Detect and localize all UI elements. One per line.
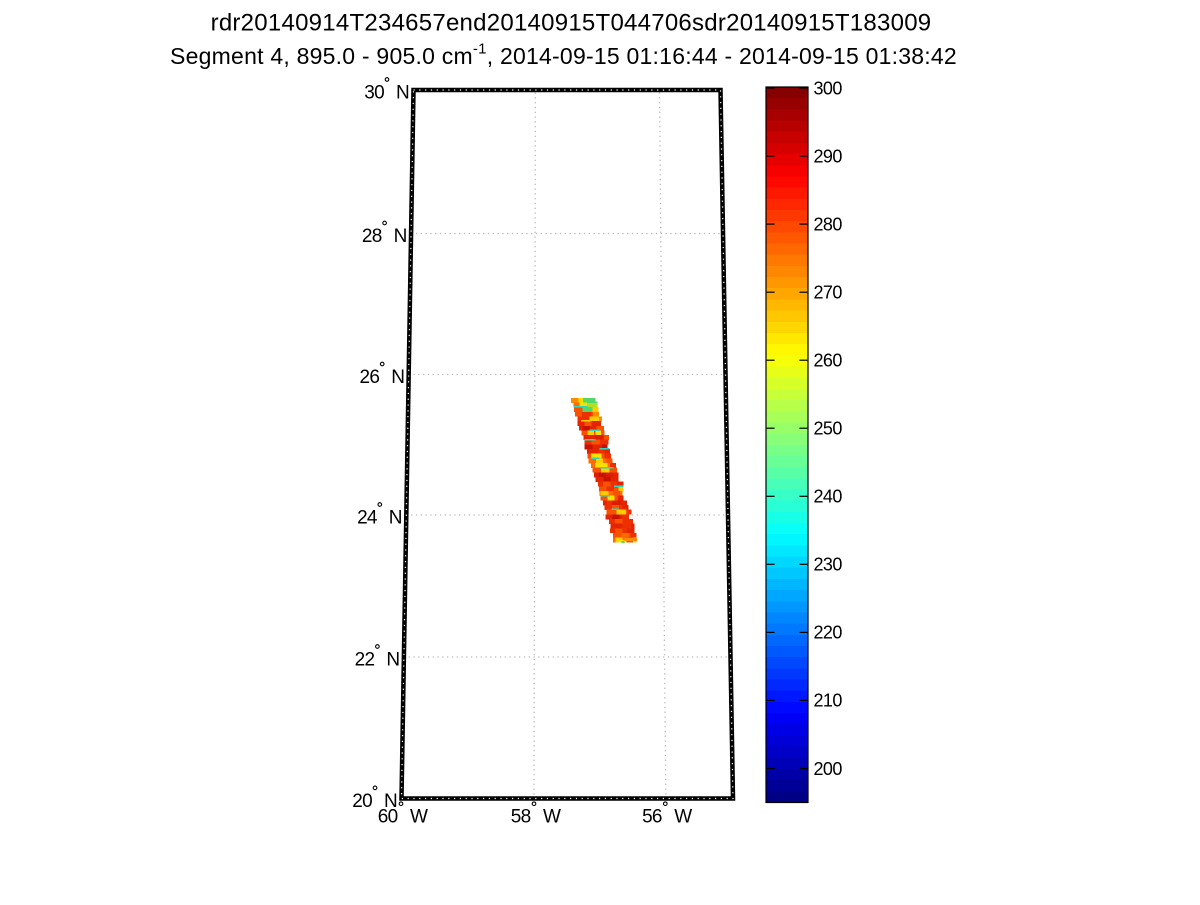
svg-text:Segment 4, 895.0 - 905.0 cm-1,: Segment 4, 895.0 - 905.0 cm-1, 2014-09-1… <box>170 41 957 70</box>
svg-text:200: 200 <box>814 759 843 779</box>
svg-text:280: 280 <box>814 214 843 234</box>
svg-text:290: 290 <box>814 146 843 166</box>
svg-text:N: N <box>394 226 407 247</box>
svg-text:24: 24 <box>357 508 378 529</box>
svg-text:N: N <box>391 367 404 388</box>
svg-text:22: 22 <box>355 650 375 671</box>
svg-text:N: N <box>386 650 399 671</box>
svg-text:230: 230 <box>814 555 843 575</box>
svg-text:20: 20 <box>352 791 372 812</box>
svg-text:60: 60 <box>378 807 398 828</box>
svg-text:N: N <box>384 791 397 812</box>
svg-text:240: 240 <box>814 487 843 507</box>
svg-text:260: 260 <box>814 351 843 371</box>
svg-text:56: 56 <box>642 807 662 828</box>
svg-text:W: W <box>674 807 692 828</box>
svg-text:W: W <box>543 807 561 828</box>
svg-text:rdr20140914T234657end20140915T: rdr20140914T234657end20140915T044706sdr2… <box>211 10 932 37</box>
svg-text:210: 210 <box>814 691 843 711</box>
svg-text:58: 58 <box>511 807 531 828</box>
svg-text:N: N <box>389 508 402 529</box>
svg-text:30: 30 <box>364 83 384 104</box>
svg-text:28: 28 <box>362 226 382 247</box>
svg-text:250: 250 <box>814 419 843 439</box>
svg-text:270: 270 <box>814 283 843 303</box>
svg-text:300: 300 <box>814 78 843 98</box>
svg-text:W: W <box>410 807 428 828</box>
svg-text:N: N <box>396 83 409 104</box>
svg-text:220: 220 <box>814 623 843 643</box>
svg-text:26: 26 <box>359 367 379 388</box>
